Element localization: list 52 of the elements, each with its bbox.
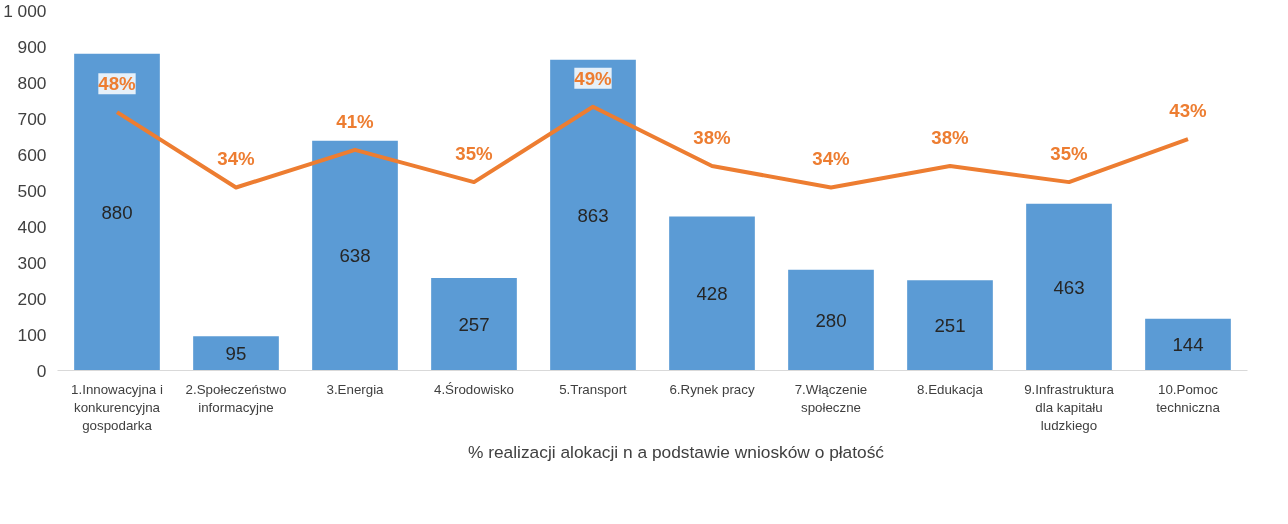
data-label: 43% xyxy=(1169,100,1208,122)
bar xyxy=(74,53,160,371)
y-tick-label: 100 xyxy=(17,324,47,345)
bar xyxy=(193,336,279,371)
data-label: 251 xyxy=(934,314,966,336)
data-label: 880 xyxy=(101,201,133,223)
bar xyxy=(431,277,517,371)
data-label: 38% xyxy=(693,126,732,148)
data-label: 41% xyxy=(336,110,375,132)
x-tick-label: 5.Transport xyxy=(559,381,628,397)
y-tick-label: 700 xyxy=(17,108,47,129)
data-label: 48% xyxy=(98,73,137,95)
x-tick-label: 2.Społeczeństwo informacyjne xyxy=(185,381,287,415)
y-tick-label: 0 xyxy=(36,360,47,381)
bar xyxy=(1145,318,1231,371)
data-label: 34% xyxy=(812,148,851,170)
bar xyxy=(669,216,755,371)
y-tick-label: 500 xyxy=(17,180,47,201)
bar xyxy=(788,269,874,371)
y-tick-label: 300 xyxy=(17,252,47,273)
x-tick-label: 9.Infrastruktura dla kapitału ludzkiego xyxy=(1024,381,1115,433)
x-tick-label: 8.Edukacja xyxy=(917,381,984,397)
data-label: 638 xyxy=(339,245,371,267)
bar xyxy=(907,280,993,371)
bar xyxy=(312,140,398,371)
bar xyxy=(1026,203,1112,371)
y-tick-label: 400 xyxy=(17,216,47,237)
data-label: 257 xyxy=(458,313,490,335)
data-label: 95 xyxy=(225,342,247,364)
data-label: 144 xyxy=(1172,334,1204,356)
y-tick-label: 800 xyxy=(17,72,47,93)
data-label: 35% xyxy=(1050,143,1089,165)
x-tick-label: 7.Włączenie społeczne xyxy=(794,381,868,415)
x-tick-label: 3.Energia xyxy=(326,381,385,397)
data-label: 280 xyxy=(815,309,847,331)
x-tick-label: 1.Innowacyjna i konkurencyjna gospodarka xyxy=(71,381,163,433)
data-label: 38% xyxy=(931,126,970,148)
x-tick-label: 4.Środowisko xyxy=(434,381,515,397)
y-tick-label: 200 xyxy=(17,288,47,309)
data-label: 463 xyxy=(1053,276,1085,298)
data-label: 863 xyxy=(577,204,609,226)
y-tick-label: 1 000 xyxy=(3,0,47,21)
data-label: 34% xyxy=(217,148,256,170)
y-tick-label: 900 xyxy=(17,36,47,57)
x-tick-label: 10.Pomoc techniczna xyxy=(1156,381,1221,415)
data-label: 35% xyxy=(455,143,494,165)
bar xyxy=(550,59,636,371)
y-tick-label: 600 xyxy=(17,144,47,165)
x-tick-label: 6.Rynek pracy xyxy=(669,381,755,397)
data-label: 428 xyxy=(696,282,728,304)
text: % realizacji alokacji n a podstawie wniosków o płatość xyxy=(467,441,885,463)
data-label: 49% xyxy=(574,67,613,89)
